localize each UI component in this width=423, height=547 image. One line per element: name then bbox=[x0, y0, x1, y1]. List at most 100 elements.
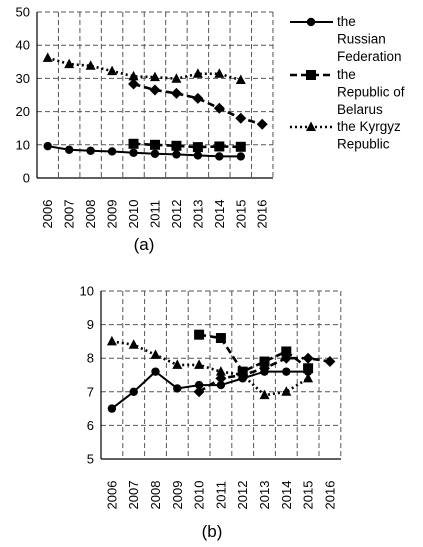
y-tick-label: 40 bbox=[16, 38, 30, 53]
data-point bbox=[259, 389, 270, 400]
data-point bbox=[194, 329, 205, 340]
data-point bbox=[235, 74, 246, 85]
x-tick-label: 2016 bbox=[322, 481, 337, 510]
data-point bbox=[129, 148, 138, 157]
legend-entry-3: the Kyrgyz Republic bbox=[290, 119, 401, 152]
data-point bbox=[149, 139, 160, 150]
data-point bbox=[192, 68, 203, 78]
data-point bbox=[171, 140, 182, 151]
data-point bbox=[170, 87, 182, 99]
x-tick-label: 2010 bbox=[192, 481, 207, 510]
data-point bbox=[192, 142, 203, 153]
data-point bbox=[172, 359, 183, 369]
data-point bbox=[64, 58, 75, 69]
data-point bbox=[236, 152, 245, 161]
data-point bbox=[150, 349, 161, 359]
data-point bbox=[64, 145, 74, 154]
data-point bbox=[43, 141, 52, 151]
data-point bbox=[171, 73, 182, 83]
data-point bbox=[237, 369, 249, 381]
x-tick-label: 2013 bbox=[257, 481, 272, 510]
series-2 bbox=[128, 138, 246, 153]
data-point bbox=[216, 380, 226, 390]
data-point bbox=[194, 380, 204, 390]
y-tick-label: 30 bbox=[16, 71, 30, 86]
data-point bbox=[149, 71, 160, 82]
x-tick-label: 2007 bbox=[62, 200, 77, 229]
data-point bbox=[172, 150, 181, 159]
y-tick-label: 6 bbox=[87, 418, 94, 433]
data-point bbox=[107, 404, 117, 413]
chart-b: 5 6 7 8 9 10 2006 2007 2008 2009 2010 2011 2012 2013 2… bbox=[80, 284, 342, 541]
data-point bbox=[128, 78, 140, 90]
x-tick-label: 2007 bbox=[126, 481, 141, 510]
legend-entry-2: the Republic of Belarus bbox=[290, 67, 405, 117]
y-tick-label: 20 bbox=[16, 104, 30, 119]
series-4 bbox=[193, 352, 336, 398]
x-tick-label: 2014 bbox=[212, 200, 227, 229]
legend-entry-1: the Russian Federation bbox=[290, 14, 402, 64]
data-point bbox=[256, 118, 268, 130]
x-tick-label: 2016 bbox=[255, 200, 270, 229]
x-tick-label: 2010 bbox=[126, 200, 141, 229]
y-tick-label: 0 bbox=[23, 171, 30, 186]
y-tick-label: 10 bbox=[16, 137, 30, 152]
data-point bbox=[302, 352, 314, 364]
data-point bbox=[235, 141, 246, 152]
data-point bbox=[235, 112, 247, 124]
data-point bbox=[303, 363, 314, 374]
x-tick-label: 2011 bbox=[213, 481, 228, 509]
data-point bbox=[149, 84, 161, 96]
legend-label: Republic of bbox=[337, 85, 405, 100]
data-point bbox=[173, 384, 182, 393]
data-point bbox=[194, 359, 205, 369]
data-point bbox=[128, 339, 139, 349]
data-point bbox=[303, 372, 314, 383]
legend-marker bbox=[306, 121, 316, 131]
data-point bbox=[213, 102, 225, 114]
x-tick-label: 2006 bbox=[104, 481, 119, 510]
data-point bbox=[86, 146, 95, 155]
data-point bbox=[214, 68, 225, 78]
data-point bbox=[150, 149, 160, 158]
series-4 bbox=[128, 78, 268, 130]
legend-label: Federation bbox=[337, 49, 402, 64]
chart-caption: (a) bbox=[134, 235, 155, 254]
x-tick-label: 2011 bbox=[147, 200, 162, 228]
legend-label: the bbox=[337, 67, 356, 82]
data-point bbox=[129, 387, 138, 396]
data-point bbox=[259, 362, 270, 374]
legend-label: Belarus bbox=[337, 102, 383, 117]
y-tick-label: 8 bbox=[87, 351, 94, 366]
legend-label: Russian bbox=[337, 32, 386, 47]
x-tick-label: 2012 bbox=[235, 481, 250, 510]
data-point bbox=[324, 356, 336, 368]
series-line bbox=[47, 145, 241, 158]
x-tick-label: 2008 bbox=[148, 481, 163, 510]
data-point bbox=[151, 367, 160, 376]
data-point bbox=[85, 60, 96, 70]
data-point bbox=[128, 70, 139, 81]
x-tick-label: 2014 bbox=[279, 481, 294, 510]
x-tick-label: 2012 bbox=[169, 200, 184, 229]
data-point bbox=[259, 356, 270, 367]
x-tick-label: 2008 bbox=[83, 200, 98, 229]
legend-label: the Kyrgyz bbox=[337, 119, 401, 134]
legend-label: the bbox=[337, 14, 356, 29]
data-point bbox=[193, 151, 203, 160]
chart-a: 0 10 20 30 40 50 2006 2007 2008 2009 2010 2011 2012 2… bbox=[16, 5, 274, 254]
data-point bbox=[215, 152, 224, 161]
legend: the Russian Federation the Republic of Belaru… bbox=[290, 14, 405, 152]
data-point bbox=[42, 52, 53, 62]
y-tick-label: 5 bbox=[87, 452, 94, 467]
data-point bbox=[193, 386, 205, 398]
x-tick-label: 2009 bbox=[170, 481, 185, 510]
data-point bbox=[192, 92, 204, 104]
x-tick-label: 2015 bbox=[301, 481, 316, 510]
y-tick-label: 10 bbox=[80, 284, 94, 299]
data-point bbox=[215, 372, 227, 384]
data-point bbox=[107, 147, 117, 156]
data-point bbox=[128, 138, 139, 149]
data-point bbox=[107, 65, 118, 76]
